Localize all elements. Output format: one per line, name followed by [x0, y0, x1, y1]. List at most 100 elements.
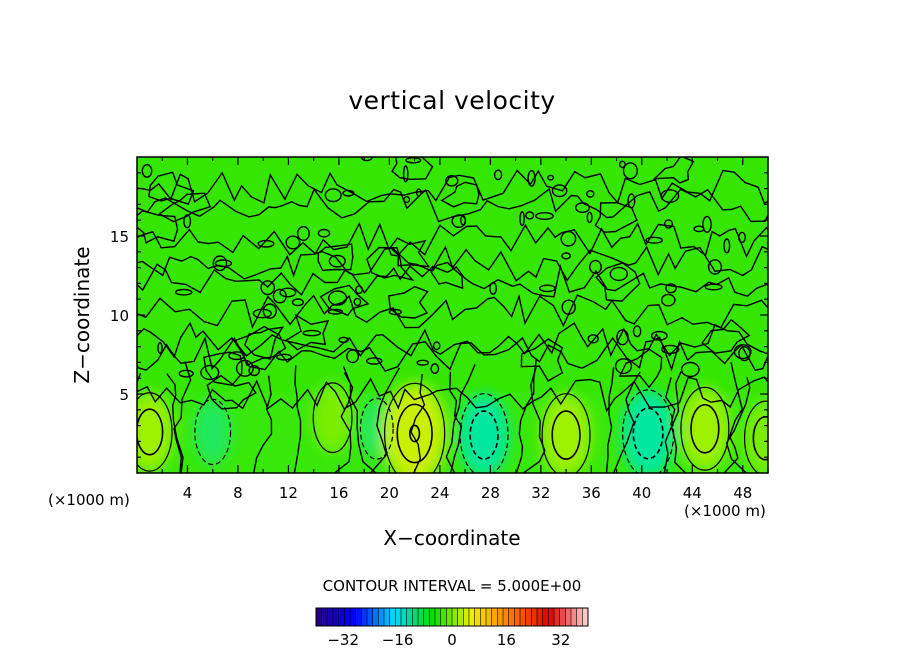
- z-tick-label: 15: [110, 228, 129, 246]
- colorbar-tick-label: −16: [382, 631, 414, 649]
- contour-blob: [328, 290, 348, 306]
- contour-blob: [547, 174, 555, 181]
- x-tick-label: 44: [683, 484, 702, 502]
- contour-blob: [587, 334, 599, 344]
- contour-blob: [489, 281, 497, 295]
- contour-patch: [285, 313, 330, 351]
- contour-blob: [680, 361, 700, 378]
- colorbar-segment: [446, 608, 453, 626]
- contour-blob: [157, 342, 163, 355]
- contour-blob: [228, 351, 246, 361]
- contour-blob: [276, 353, 293, 361]
- contour-blob: [324, 188, 342, 203]
- colorbar-segment: [378, 608, 385, 626]
- contour-blob: [248, 365, 260, 377]
- colorbar-tick-label: −32: [327, 631, 359, 649]
- colorbar-segment: [384, 608, 390, 626]
- contour-blob: [738, 231, 747, 244]
- colorbar-segment: [508, 608, 515, 626]
- colorbar-segment: [423, 608, 430, 626]
- contour-line-plume: [663, 371, 682, 473]
- colorbar-segment: [355, 608, 362, 626]
- updraft-cell-8: [679, 387, 731, 471]
- contour-line-plume: [522, 366, 546, 473]
- x-tick-label: 40: [632, 484, 651, 502]
- contour-blob: [704, 283, 723, 291]
- contour-blob: [257, 239, 275, 248]
- colorbar-segment: [361, 608, 368, 626]
- contour-blob: [338, 336, 349, 344]
- contour-blob: [663, 219, 674, 229]
- colorbar-segment: [554, 608, 560, 626]
- colorbar-segment: [548, 608, 555, 626]
- colorbar-segment: [367, 608, 373, 626]
- contour-blob: [183, 214, 192, 229]
- contour-blob: [575, 202, 591, 214]
- cell-contour-ring: [469, 410, 499, 460]
- contour-blob: [403, 196, 411, 204]
- contour-line-zero: [137, 263, 768, 298]
- cell-contour-ring: [680, 386, 730, 471]
- cell-contour-ring: [384, 382, 446, 473]
- cell-contour-ring: [409, 424, 421, 443]
- colorbar-segment: [503, 608, 509, 626]
- colorbar-segment: [395, 608, 402, 626]
- contour-blob: [650, 330, 668, 341]
- contour-line-plume: [370, 367, 401, 473]
- contour-lines-upper: [137, 157, 768, 473]
- cell-contour-ring: [359, 397, 394, 460]
- x-tick-label: 28: [481, 484, 500, 502]
- colorbar-segment: [497, 608, 504, 626]
- cell-contour-ring: [137, 392, 173, 472]
- contour-blob: [519, 211, 525, 227]
- contour-blob: [723, 238, 731, 254]
- contour-line-zero: [137, 245, 768, 282]
- colorbar-segment: [333, 608, 339, 626]
- contour-line-zero: [137, 187, 768, 223]
- x-tick-label: 8: [233, 484, 243, 502]
- x-axis-unit: (×1000 m): [684, 502, 766, 520]
- colorbar-segment: [571, 608, 577, 626]
- x-tick-label: 20: [380, 484, 399, 502]
- contour-patch: [391, 157, 434, 181]
- contour-blob: [527, 169, 536, 187]
- contour-patch: [595, 262, 641, 302]
- colorbar-segment: [452, 608, 458, 626]
- updraft-cell-9: [743, 401, 768, 473]
- contour-blob: [451, 214, 467, 229]
- cell-contour-ring: [541, 393, 591, 473]
- colorbar-segment: [491, 608, 498, 626]
- contour-line-plume: [665, 377, 686, 473]
- contour-blob: [346, 349, 360, 364]
- contour-blob: [561, 252, 571, 260]
- contour-blob: [618, 160, 626, 169]
- colorbar-segment: [520, 608, 526, 626]
- colorbar-segment: [406, 608, 413, 626]
- contour-line-plume: [293, 365, 302, 473]
- contour-blob: [416, 359, 430, 366]
- colorbar-tick-label: 16: [497, 631, 516, 649]
- contour-blob: [212, 255, 228, 272]
- colorbar-segment: [582, 608, 589, 626]
- contour-line-plume: [334, 372, 354, 473]
- colorbar-segment: [525, 608, 532, 626]
- z-tick-label: 10: [110, 307, 129, 325]
- contour-patch: [388, 285, 429, 319]
- x-tick-label: 16: [329, 484, 348, 502]
- contour-blob: [661, 293, 676, 307]
- colorbar-segment: [469, 608, 475, 626]
- contour-blob: [665, 283, 677, 294]
- contour-blob: [561, 299, 576, 315]
- contour-blob: [702, 215, 712, 233]
- contour-blob: [645, 236, 664, 244]
- cell-contour-ring: [690, 403, 720, 454]
- contour-blob: [707, 259, 723, 275]
- colorbar-segment: [463, 608, 470, 626]
- x-axis-label: X−coordinate: [383, 526, 521, 550]
- contour-blob: [296, 225, 310, 241]
- contour-blob: [260, 280, 276, 296]
- colorbar: −32 −16 0 16 32: [315, 607, 589, 649]
- contour-patch: [366, 246, 415, 282]
- contour-blob: [291, 298, 305, 307]
- contour-blob: [560, 230, 577, 247]
